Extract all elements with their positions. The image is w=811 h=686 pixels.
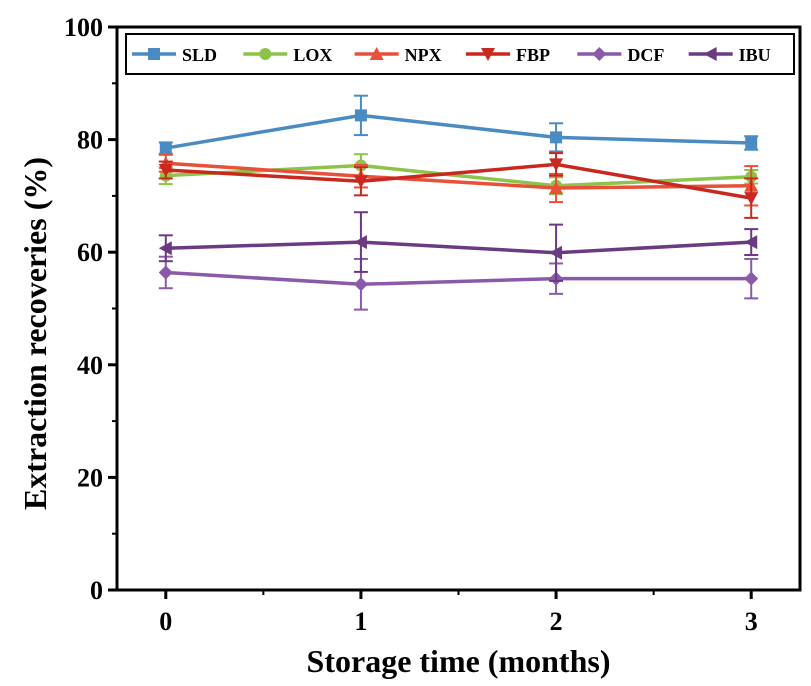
y-tick-label: 40 xyxy=(77,351,103,380)
x-axis: 0 1 2 3 xyxy=(159,590,758,636)
data-point-fbp xyxy=(744,192,759,206)
data-point-ibu xyxy=(549,245,563,260)
data-point-ibu xyxy=(158,241,172,256)
data-point-sld xyxy=(354,109,367,122)
legend-marker-npx xyxy=(369,47,384,60)
legend-label-ibu: IBU xyxy=(739,45,771,65)
legend-label-sld: SLD xyxy=(182,45,217,65)
legend-label-dcf: DCF xyxy=(627,45,664,65)
legend-marker-dcf xyxy=(592,47,607,61)
legend-box xyxy=(125,33,795,75)
legend: SLD LOX NPX FBP DCF IBU xyxy=(125,33,795,75)
data-point-ibu xyxy=(353,235,367,250)
plot-border xyxy=(115,25,802,592)
series-line-ibu xyxy=(165,240,752,255)
series-layer xyxy=(158,94,759,311)
x-axis-title: Storage time (months) xyxy=(307,643,611,679)
data-point-fbp xyxy=(353,175,368,189)
y-tick-label: 20 xyxy=(77,463,103,492)
data-point-npx xyxy=(549,181,564,195)
series-sld xyxy=(158,94,759,155)
y-tick-label: 0 xyxy=(90,576,103,605)
legend-label-lox: LOX xyxy=(293,45,332,65)
x-tick-label: 3 xyxy=(745,607,758,636)
y-axis: 0 20 40 60 80 100 xyxy=(64,13,117,605)
data-point-sld xyxy=(745,136,758,149)
data-point-fbp xyxy=(549,158,564,172)
series-dcf xyxy=(158,255,759,311)
data-point-sld xyxy=(159,142,172,155)
y-tick-label: 80 xyxy=(77,126,103,155)
x-tick-label: 1 xyxy=(354,607,367,636)
series-line-fbp xyxy=(165,162,752,200)
legend-marker-ibu xyxy=(703,47,717,61)
series-fbp xyxy=(158,152,759,219)
y-axis-title: Extraction recoveries (%) xyxy=(17,157,53,510)
data-point-dcf xyxy=(744,271,759,286)
y-tick-label: 100 xyxy=(64,13,103,42)
x-tick-label: 2 xyxy=(550,607,563,636)
legend-label-npx: NPX xyxy=(405,45,442,65)
series-line-dcf xyxy=(165,270,752,287)
y-tick-label: 60 xyxy=(77,238,103,267)
data-point-fbp xyxy=(158,164,173,178)
data-point-dcf xyxy=(158,265,173,280)
x-tick-label: 0 xyxy=(159,607,172,636)
legend-marker-lox xyxy=(259,48,272,60)
legend-label-fbp: FBP xyxy=(516,45,550,65)
series-line-sld xyxy=(165,113,752,150)
legend-marker-sld xyxy=(148,48,160,60)
data-point-ibu xyxy=(744,235,758,250)
legend-marker-fbp xyxy=(481,48,495,61)
series-line-npx xyxy=(165,161,752,190)
series-ibu xyxy=(158,211,759,282)
data-point-sld xyxy=(550,131,563,144)
data-point-dcf xyxy=(353,277,368,292)
plot-frame xyxy=(115,25,802,592)
